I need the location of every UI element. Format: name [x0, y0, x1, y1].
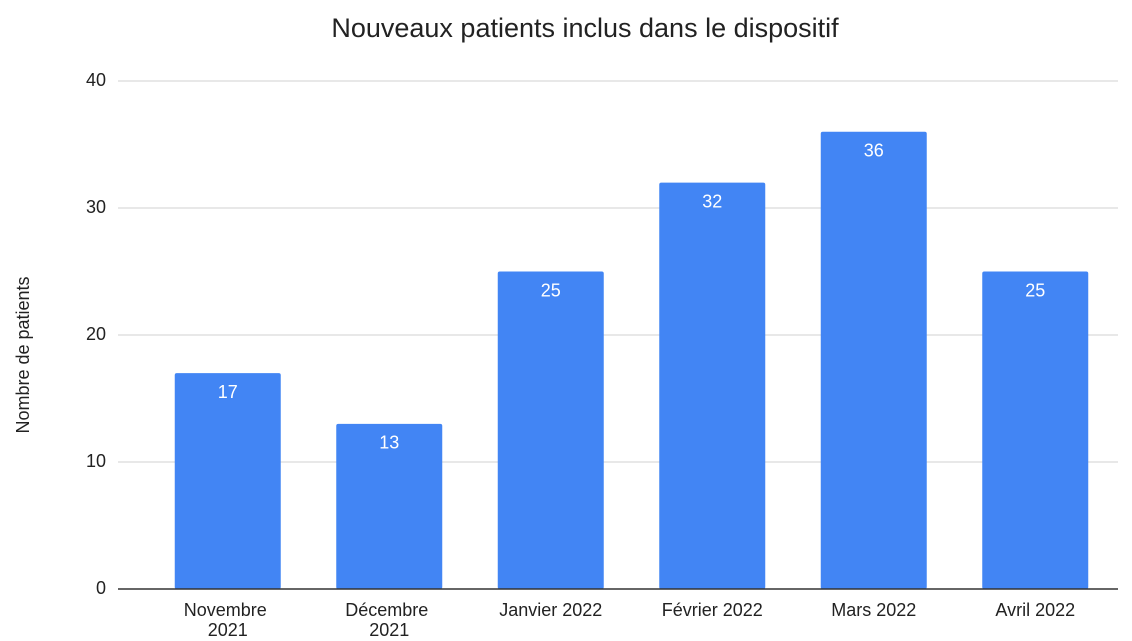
- x-tick-label-line: 2021: [208, 620, 248, 640]
- bar: [982, 271, 1089, 589]
- bar: [820, 131, 927, 590]
- bar: [336, 423, 443, 589]
- x-tick-label: Février 2022: [662, 600, 763, 620]
- x-tick-label: Avril 2022: [995, 600, 1075, 620]
- bar: [174, 373, 281, 589]
- bar: [659, 182, 766, 589]
- data-label: 36: [864, 141, 884, 161]
- x-tick-label-line: 2021: [369, 620, 409, 640]
- data-label: 13: [379, 433, 399, 453]
- data-label: 17: [218, 382, 238, 402]
- x-tick-label: Décembre 2021: [345, 600, 433, 640]
- x-tick-label: Janvier 2022: [499, 600, 602, 620]
- y-axis-label: Nombre de patients: [13, 276, 33, 433]
- data-label: 32: [702, 191, 722, 211]
- y-tick-label: 20: [86, 324, 106, 344]
- x-tick-label-line: Novembre: [184, 600, 272, 620]
- y-tick-label: 40: [86, 70, 106, 90]
- chart-title: Nouveaux patients inclus dans le disposi…: [331, 13, 839, 43]
- x-tick-label: Novembre 2021: [184, 600, 272, 640]
- x-tick-label-line: Décembre: [345, 600, 433, 620]
- y-tick-label: 10: [86, 451, 106, 471]
- y-tick-label: 30: [86, 197, 106, 217]
- y-tick-label: 0: [96, 578, 106, 598]
- bar: [497, 271, 604, 589]
- data-label: 25: [541, 280, 561, 300]
- x-tick-label: Mars 2022: [831, 600, 916, 620]
- data-label: 25: [1025, 280, 1045, 300]
